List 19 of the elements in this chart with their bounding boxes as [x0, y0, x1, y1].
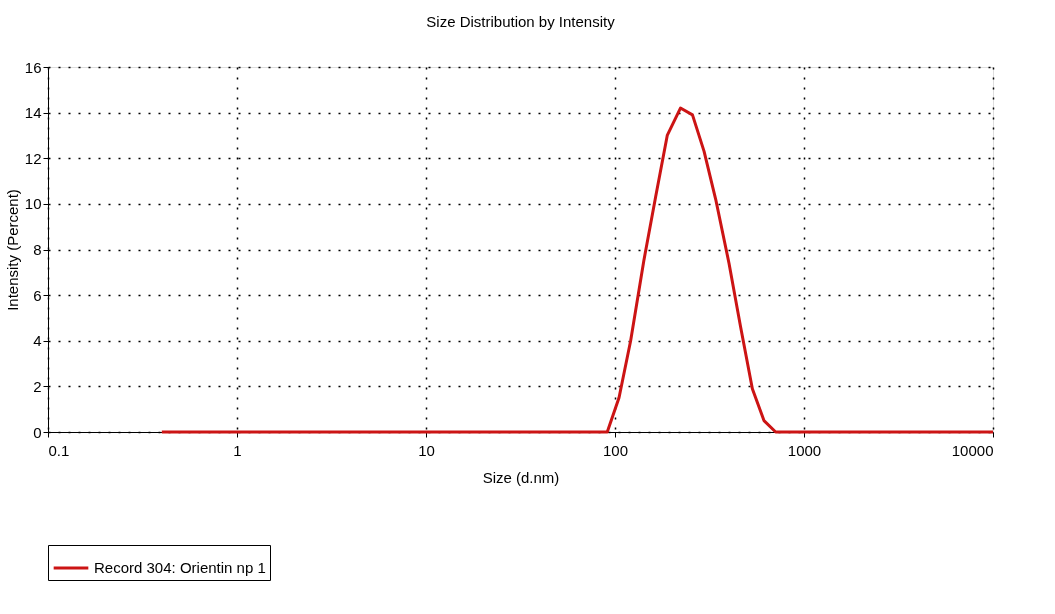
y-tick-label: 0: [33, 423, 42, 441]
legend-label: Record 304: Orientin np 1: [94, 559, 266, 576]
x-tick-label: 1: [233, 441, 242, 459]
y-tick-label: 8: [33, 241, 42, 258]
y-tick-label: 16: [24, 58, 42, 76]
y-axis-title: Intensity (Percent): [3, 189, 21, 311]
x-tick-label: 100: [602, 441, 629, 459]
y-tick-label: 10: [24, 195, 42, 213]
y-tick-label: 12: [24, 149, 42, 167]
chart-title: Size Distribution by Intensity: [426, 13, 616, 30]
x-tick-label: 10: [418, 441, 435, 459]
y-tick-label: 4: [33, 332, 42, 350]
x-tick-label: 0.1: [48, 441, 70, 459]
x-axis-title: Size (d.nm): [482, 468, 560, 486]
y-tick-label: 2: [33, 377, 42, 395]
y-tick-label: 6: [33, 286, 42, 304]
x-tick-label: 10000: [951, 441, 994, 459]
x-tick-label: 1000: [787, 441, 822, 459]
y-tick-label: 14: [24, 104, 42, 122]
